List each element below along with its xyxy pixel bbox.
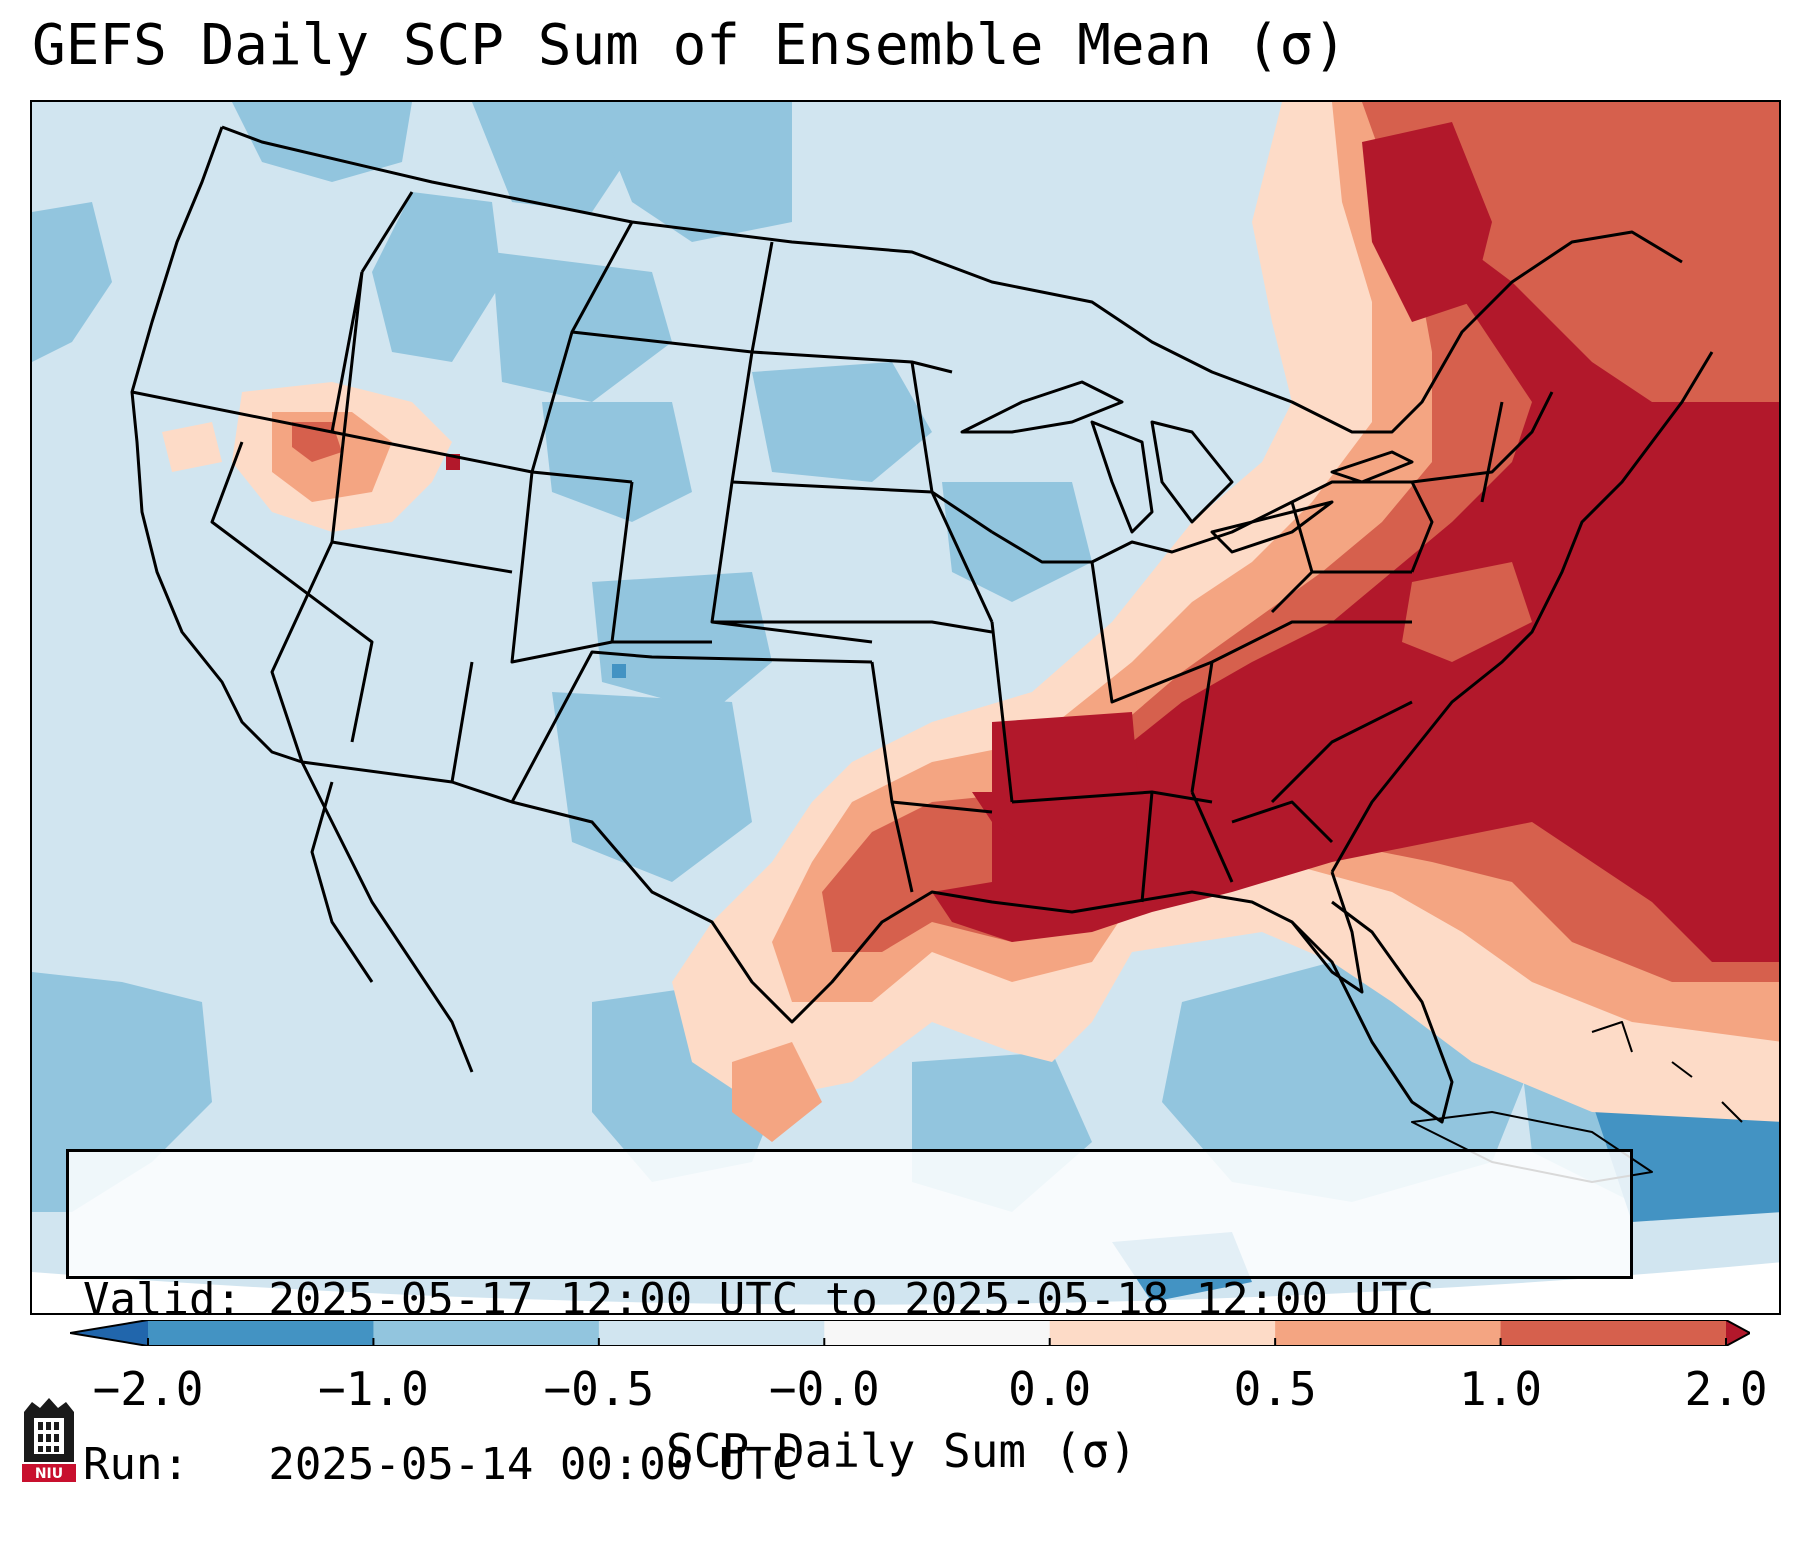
- valid-run-info-box: Valid: 2025-05-17 12:00 UTC to 2025-05-1…: [66, 1149, 1633, 1490]
- colorbar-bin: [148, 1320, 374, 1346]
- colorbar-bin: [70, 1320, 148, 1346]
- niu-logo-icon: NIU: [22, 1398, 76, 1482]
- svg-text:NIU: NIU: [35, 1466, 63, 1482]
- colorbar-tick-label: 0.5: [1233, 1362, 1317, 1416]
- colorbar: [70, 1320, 1750, 1346]
- colorbar-tick-label: 1.0: [1459, 1362, 1543, 1416]
- colorbar-tick-label: −0.5: [543, 1362, 655, 1416]
- colorbar-bin: [1275, 1320, 1502, 1346]
- colorbar-bin: [598, 1320, 825, 1346]
- colorbar-bin: [1049, 1320, 1276, 1346]
- colorbar-bin: [1726, 1320, 1750, 1346]
- colorbar-label: SCP Daily Sum (σ): [666, 1424, 1137, 1478]
- colorbar-tick-label: 0.0: [1008, 1362, 1092, 1416]
- colorbar-bin: [824, 1320, 1051, 1346]
- colorbar-bin: [1500, 1320, 1727, 1346]
- colorbar-tick-label: −0.0: [768, 1362, 880, 1416]
- positive-anomaly-regions: [162, 102, 1779, 1142]
- state-boundaries: [130, 125, 1743, 1183]
- negative-anomaly-regions: [32, 102, 1779, 1302]
- projection-edge: [32, 1262, 1779, 1313]
- colorbar-tick-label: 2.0: [1684, 1362, 1768, 1416]
- colorbar-tick-label: −2.0: [92, 1362, 204, 1416]
- colorbar-bin: [373, 1320, 600, 1346]
- map-panel: [30, 100, 1781, 1315]
- run-time-text: Run: 2025-05-14 00:00 UTC: [83, 1439, 799, 1490]
- map-title: GEFS Daily SCP Sum of Ensemble Mean (σ): [32, 13, 1347, 78]
- valid-time-text: Valid: 2025-05-17 12:00 UTC to 2025-05-1…: [83, 1274, 1435, 1325]
- scp-field-map: [32, 102, 1779, 1313]
- colorbar-tick-label: −1.0: [318, 1362, 429, 1416]
